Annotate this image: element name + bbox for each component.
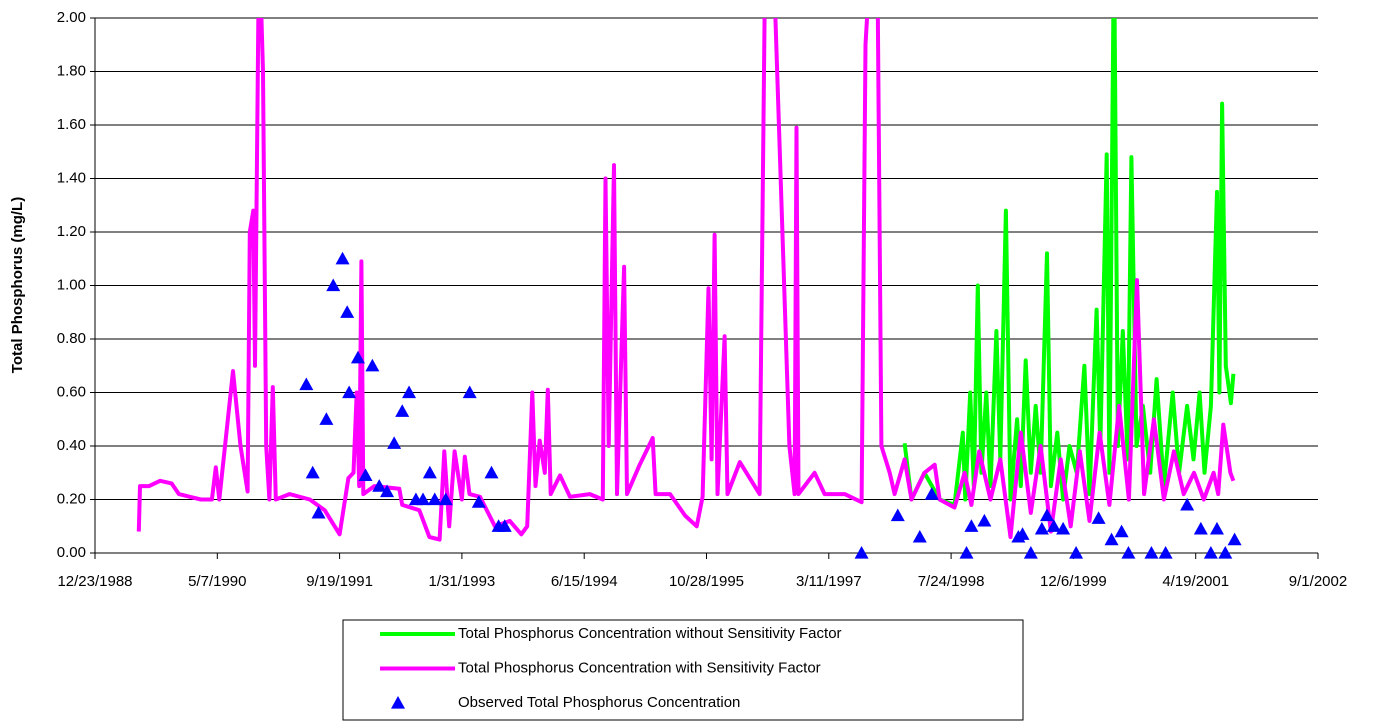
observed-point <box>1023 546 1038 559</box>
observed-point <box>342 385 357 399</box>
observed-point <box>365 358 380 372</box>
observed-point <box>1203 546 1218 559</box>
observed-point <box>977 513 992 527</box>
legend-label: Observed Total Phosphorus Concentration <box>458 694 740 711</box>
observed-point <box>497 519 512 532</box>
observed-point <box>1218 546 1233 559</box>
observed-point <box>422 465 437 479</box>
observed-point <box>1193 521 1208 535</box>
observed-point <box>964 519 979 532</box>
y-tick-label: 0.20 <box>57 490 86 507</box>
y-tick-label: 0.00 <box>57 544 86 561</box>
observed-point <box>1104 532 1119 546</box>
observed-point <box>1091 511 1106 524</box>
observed-point <box>1144 546 1159 559</box>
legend-marker <box>391 696 405 709</box>
x-tick-label: 1/31/1993 <box>429 573 496 590</box>
x-tick-label: 6/15/1994 <box>551 573 618 590</box>
observed-point <box>372 479 387 492</box>
legend-box <box>342 619 1024 721</box>
observed-point <box>395 404 410 417</box>
observed-point <box>1039 508 1054 522</box>
x-tick-label: 9/19/1991 <box>306 573 373 590</box>
observed-point <box>350 350 365 364</box>
x-tick-label: 10/28/1995 <box>669 573 744 590</box>
x-tick-label: 5/7/1990 <box>188 573 246 590</box>
observed-point <box>1180 497 1195 511</box>
observed-point <box>438 492 453 506</box>
observed-point <box>402 385 417 399</box>
observed-point <box>305 465 320 479</box>
y-tick-label: 1.80 <box>57 62 86 79</box>
observed-point <box>387 436 402 449</box>
observed-point <box>299 377 314 391</box>
observed-point <box>380 484 395 498</box>
observed-point <box>1114 524 1129 538</box>
plot-area <box>136 18 1236 542</box>
y-tick-label: 2.00 <box>57 9 86 26</box>
x-tick-label: 12/6/1999 <box>1040 573 1107 590</box>
observed-point <box>319 412 334 425</box>
observed-point <box>335 251 350 265</box>
observed-point <box>1056 521 1071 535</box>
y-tick-label: 0.80 <box>57 330 86 347</box>
legend-label: Total Phosphorus Concentration without S… <box>458 625 842 642</box>
y-tick-label: 1.60 <box>57 116 86 133</box>
y-tick-label: 0.60 <box>57 383 86 400</box>
y-tick-label: 1.20 <box>57 223 86 240</box>
x-tick-label: 4/19/2001 <box>1162 573 1229 590</box>
observed-point <box>1227 532 1242 546</box>
observed-point <box>1209 521 1224 535</box>
series-line <box>902 18 1236 507</box>
observed-point <box>484 465 499 479</box>
observed-point <box>1158 546 1173 559</box>
observed-point <box>416 492 431 506</box>
x-tick-label: 12/23/1988 <box>57 573 132 590</box>
x-tick-label: 3/11/1997 <box>796 573 862 590</box>
x-tick-label: 9/1/2002 <box>1289 573 1347 590</box>
observed-point <box>311 505 326 519</box>
observed-point <box>358 468 373 482</box>
legend-label: Total Phosphorus Concentration with Sens… <box>458 659 821 676</box>
observed-point <box>890 508 905 522</box>
observed-point <box>924 487 939 500</box>
observed-point <box>912 529 927 543</box>
y-tick-label: 1.40 <box>57 169 86 186</box>
observed-point <box>1121 546 1136 559</box>
y-tick-label: 0.40 <box>57 437 86 454</box>
observed-point <box>854 546 869 559</box>
observed-point <box>326 278 341 292</box>
observed-point <box>959 546 974 559</box>
observed-point <box>1034 521 1049 535</box>
y-tick-label: 1.00 <box>57 276 86 293</box>
x-tick-label: 7/24/1998 <box>918 573 985 590</box>
observed-point <box>471 495 486 508</box>
observed-point <box>340 305 355 318</box>
series-line <box>136 18 1236 542</box>
observed-point <box>1046 519 1061 532</box>
observed-point <box>1069 546 1084 559</box>
observed-point <box>462 385 477 399</box>
y-axis-title: Total Phosphorus (mg/L) <box>9 197 26 373</box>
observed-point <box>1015 527 1030 540</box>
observed-point <box>427 492 442 506</box>
